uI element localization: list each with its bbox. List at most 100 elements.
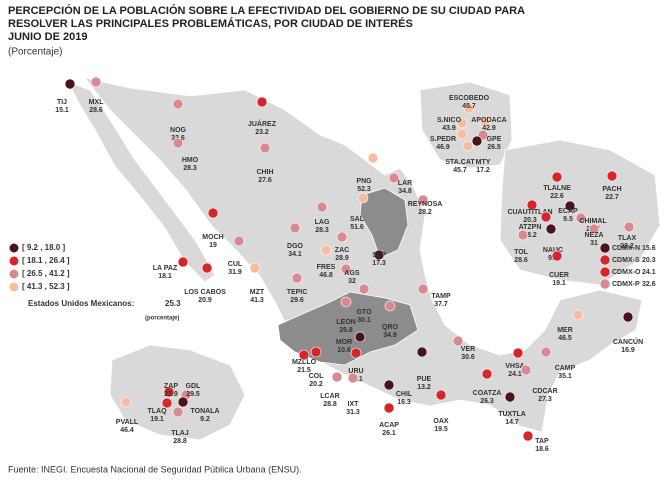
city-value: 19 <box>209 242 217 249</box>
city-value: 52.3 <box>357 186 371 193</box>
city-name: TOL <box>514 249 529 256</box>
city-value: 28.9 <box>335 255 349 262</box>
city-marker <box>540 346 552 358</box>
city-marker <box>588 223 600 235</box>
city-name: TONALA <box>190 408 219 415</box>
city-marker <box>259 142 271 154</box>
city-value: 31 <box>590 240 598 247</box>
city-value: 26.8 <box>339 327 353 334</box>
city-marker <box>564 200 576 212</box>
subtitle: (Porcentaje) <box>8 47 62 58</box>
city-value: 30.6 <box>461 354 475 361</box>
national-unit: (porcentaje) <box>145 316 179 322</box>
city-marker <box>384 300 396 312</box>
city-name: PUE <box>417 376 432 383</box>
city-name: REYNOSA <box>408 201 443 208</box>
city-marker <box>572 309 584 321</box>
city-marker <box>551 171 563 183</box>
city-value: 29.6 <box>290 297 304 304</box>
city-marker <box>172 98 184 110</box>
city-marker <box>456 117 468 129</box>
city-marker <box>310 346 322 358</box>
city-marker <box>207 207 219 219</box>
city-name: NAUC <box>543 247 563 254</box>
city-marker <box>599 278 611 290</box>
city-name: TLALNE <box>543 185 571 192</box>
city-value: 34.8 <box>398 188 412 195</box>
land <box>67 77 661 441</box>
city-value: 9.5 <box>563 216 573 223</box>
city-value: 23.9 <box>164 391 178 398</box>
city-value: 22.7 <box>605 194 619 201</box>
city-marker <box>357 192 369 204</box>
city-value: 17.2 <box>476 167 490 174</box>
city-value: 32 <box>348 278 356 285</box>
city-name: STA.CAT <box>445 159 475 166</box>
city-value: 20.3 <box>642 257 656 264</box>
legend-swatch <box>9 282 19 292</box>
city-value: 18.2 <box>523 232 537 239</box>
city-name: TUXTLA <box>498 411 526 418</box>
city-name: ATZPN <box>519 224 542 231</box>
city-marker <box>522 430 534 442</box>
city-marker <box>373 249 385 261</box>
city-marker <box>177 256 189 268</box>
city-name: ECAP <box>558 208 578 215</box>
city-value: 22.6 <box>550 193 564 200</box>
city-value: 15.6 <box>642 245 656 252</box>
city-marker <box>383 379 395 391</box>
city-marker <box>512 347 524 359</box>
city-name: TEPIC <box>287 289 308 296</box>
city-marker <box>172 137 184 149</box>
city-value: 26.3 <box>480 398 494 405</box>
city-value: 24.1 <box>642 269 656 276</box>
city-marker <box>622 311 634 323</box>
legend-swatch <box>9 243 19 253</box>
city-name: QRO <box>382 324 399 331</box>
city-marker <box>90 76 102 88</box>
city-marker <box>347 372 359 384</box>
legend-swatch <box>9 269 19 279</box>
city-marker <box>256 96 268 108</box>
city-name: GDL <box>186 383 202 390</box>
city-value: 43.9 <box>442 125 456 132</box>
city-name: GPE <box>487 136 502 143</box>
city-marker <box>435 389 447 401</box>
city-name: FRES <box>317 264 336 271</box>
city-value: 46.8 <box>319 272 333 279</box>
city-marker <box>599 266 611 278</box>
city-marker <box>161 397 173 409</box>
city-marker <box>383 402 395 414</box>
city-marker <box>545 223 557 235</box>
city-name: CUL <box>228 261 243 268</box>
city-name: LAG <box>315 219 330 226</box>
city-marker <box>481 368 493 380</box>
city-marker <box>331 371 343 383</box>
city-name: NEZA <box>584 232 603 239</box>
city-name: ZAP <box>164 383 178 390</box>
city-name: CDMX-S <box>612 257 640 264</box>
city-marker <box>289 222 301 234</box>
city-name: MOR <box>336 339 352 346</box>
city-value: 20.2 <box>309 381 323 388</box>
city-value: 18.1 <box>158 273 172 280</box>
city-name: ESCOBEDO <box>449 95 490 102</box>
legend-label: [ 26.5 , 41.2 ] <box>22 269 70 278</box>
city-value: 45.7 <box>453 167 467 174</box>
city-marker <box>599 242 611 254</box>
city-name: MER <box>557 327 573 334</box>
city-marker <box>201 262 213 274</box>
city-marker <box>340 296 352 308</box>
city-value: 18.6 <box>535 446 549 453</box>
city-marker <box>416 346 428 358</box>
city-value: 51.6 <box>350 224 364 231</box>
city-name: CDMX-P <box>612 281 640 288</box>
city-value: 28.8 <box>323 401 337 408</box>
city-marker <box>320 244 332 256</box>
legend-label: [ 9.2 , 18.0 ] <box>22 243 65 252</box>
national-value: 25.3 <box>165 299 181 308</box>
city-value: 28.3 <box>183 165 197 172</box>
city-name: URU <box>348 368 363 375</box>
city-marker <box>298 349 310 361</box>
